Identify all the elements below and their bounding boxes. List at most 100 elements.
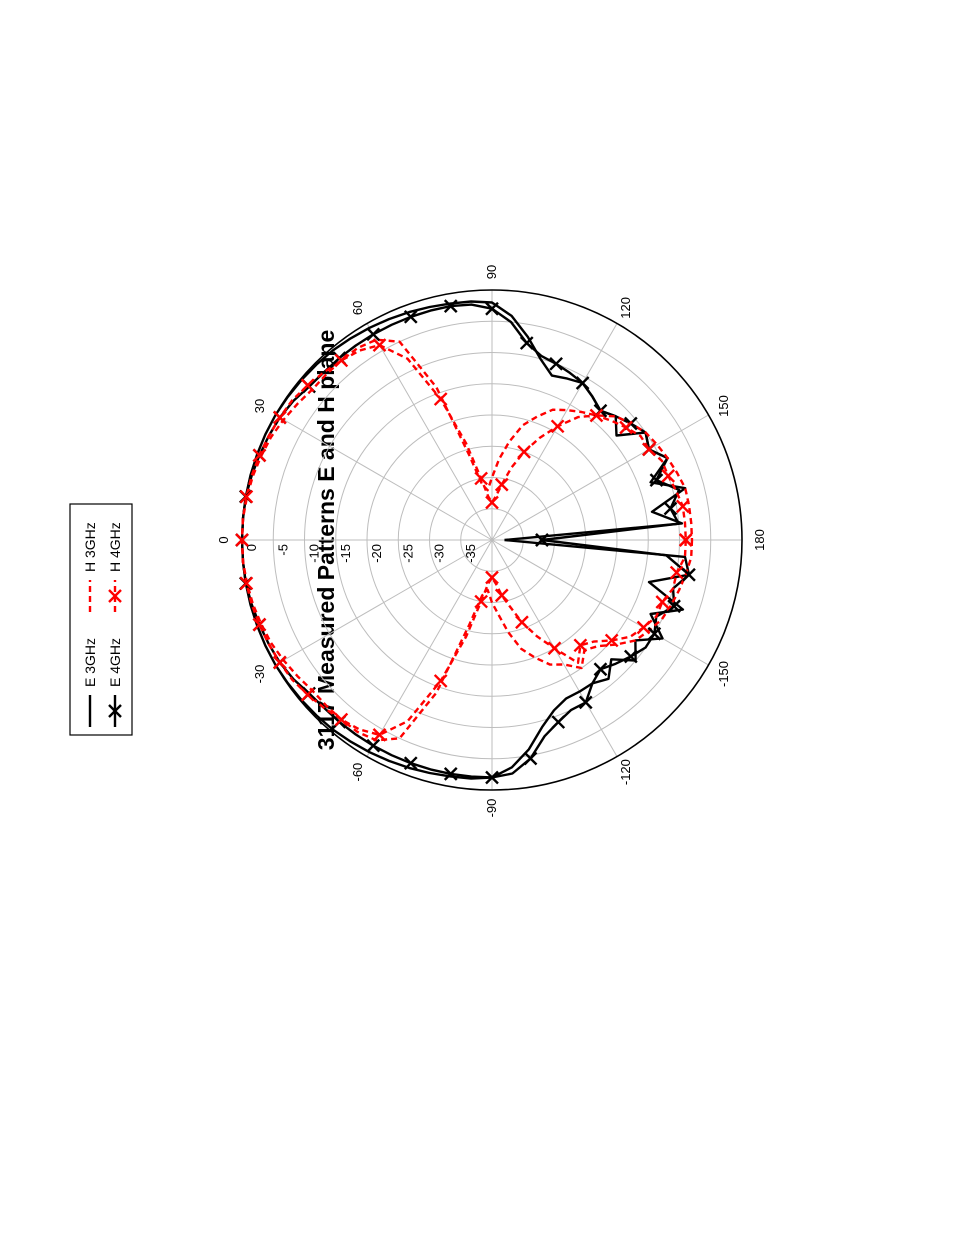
angle-tick-label: 120 xyxy=(618,297,633,319)
x-marker xyxy=(485,301,499,316)
grid-spoke xyxy=(491,323,618,541)
x-marker xyxy=(474,594,488,609)
x-marker xyxy=(252,617,267,632)
x-marker xyxy=(366,738,381,753)
x-marker xyxy=(485,495,499,510)
legend-label: H 4GHz xyxy=(107,522,123,572)
x-marker xyxy=(604,633,619,648)
x-marker xyxy=(494,588,509,603)
x-marker xyxy=(667,599,681,614)
angle-tick-label: 150 xyxy=(716,395,731,417)
x-marker xyxy=(678,533,693,547)
angle-tick-label: 30 xyxy=(252,399,267,413)
x-marker xyxy=(235,533,249,547)
x-marker xyxy=(433,392,448,406)
x-marker xyxy=(655,595,670,609)
x-marker xyxy=(547,641,562,656)
angle-tick-label: 90 xyxy=(484,265,499,279)
x-marker xyxy=(403,756,418,771)
x-marker xyxy=(589,408,604,423)
x-marker xyxy=(623,649,638,664)
grid-spoke xyxy=(366,539,493,757)
x-marker xyxy=(593,662,608,677)
x-marker xyxy=(619,420,633,435)
x-marker xyxy=(649,473,664,487)
grid-spoke xyxy=(275,414,493,541)
x-marker xyxy=(636,620,651,635)
x-marker xyxy=(433,674,448,688)
x-marker xyxy=(573,638,588,653)
x-marker xyxy=(300,687,315,702)
x-marker xyxy=(578,695,593,710)
x-marker xyxy=(523,751,538,766)
x-marker xyxy=(443,299,458,313)
x-marker xyxy=(663,501,678,516)
x-marker xyxy=(108,589,122,603)
polar-grid xyxy=(241,289,743,791)
x-marker xyxy=(485,570,499,585)
x-marker xyxy=(403,309,418,324)
radial-tick-label: -10 xyxy=(307,544,322,563)
x-marker xyxy=(535,533,549,547)
x-marker xyxy=(549,356,563,371)
x-marker xyxy=(550,419,565,434)
x-marker xyxy=(239,576,254,591)
angle-tick-label: -150 xyxy=(716,661,731,687)
x-marker xyxy=(372,338,387,352)
x-marker xyxy=(239,489,254,504)
legend-label: E 4GHz xyxy=(107,638,123,687)
angle-tick-label: -30 xyxy=(252,665,267,684)
x-marker xyxy=(485,770,499,785)
radial-tick-label: -5 xyxy=(275,544,290,556)
angle-tick-label: 180 xyxy=(752,529,767,551)
angle-tick-label: 60 xyxy=(350,301,365,315)
angle-tick-label: -90 xyxy=(484,799,499,818)
series-markers xyxy=(235,299,696,785)
grid-spoke xyxy=(366,323,493,541)
x-marker xyxy=(642,442,656,457)
x-marker xyxy=(494,477,509,492)
x-marker xyxy=(108,704,122,718)
x-marker xyxy=(272,410,287,425)
radial-tick-label: 0 xyxy=(244,544,259,551)
radial-tick-label: -30 xyxy=(432,544,447,563)
x-marker xyxy=(517,445,531,459)
radial-tick-label: -35 xyxy=(463,544,478,563)
x-marker xyxy=(272,655,287,670)
x-marker xyxy=(366,327,381,342)
x-marker xyxy=(675,499,690,514)
x-marker xyxy=(443,767,458,781)
x-marker xyxy=(669,565,684,580)
angle-tick-label: -120 xyxy=(618,759,633,785)
x-marker xyxy=(519,336,534,350)
x-marker xyxy=(300,378,315,393)
legend: E 3GHz E 4GHz H 3GHz H 4GHz xyxy=(69,503,133,736)
x-marker xyxy=(575,376,590,390)
angle-tick-label: -60 xyxy=(350,763,365,782)
rotated-chart-group: 3117 Measured Patterns E and H plane -90… xyxy=(69,265,767,818)
radial-tick-label: -15 xyxy=(338,544,353,563)
x-marker xyxy=(661,469,676,483)
x-marker xyxy=(252,448,267,463)
x-marker xyxy=(334,712,349,727)
x-marker xyxy=(474,471,488,486)
grid-spoke xyxy=(275,539,493,666)
legend-label: E 3GHz xyxy=(82,638,98,687)
radial-tick-label: -20 xyxy=(369,544,384,563)
radial-tick-label: -25 xyxy=(400,544,415,563)
x-marker xyxy=(551,715,566,729)
x-marker xyxy=(515,615,529,630)
radial-tick-labels: 0 -5 -10 -15 -20 -25 -30 -35 xyxy=(244,544,478,563)
x-marker xyxy=(682,567,696,582)
x-marker xyxy=(334,353,349,368)
legend-label: H 3GHz xyxy=(82,522,98,572)
x-marker xyxy=(372,728,387,742)
x-marker xyxy=(647,626,662,641)
legend-box xyxy=(69,503,133,736)
grid-spoke xyxy=(491,539,709,666)
grid-spoke xyxy=(491,414,709,541)
angle-tick-label: 0 xyxy=(216,536,231,543)
